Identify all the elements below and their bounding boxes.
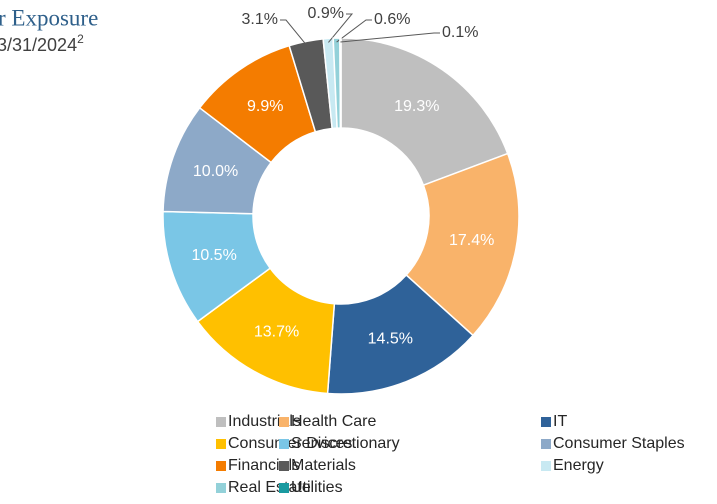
legend-swatch bbox=[279, 417, 289, 427]
legend-swatch bbox=[216, 461, 226, 471]
legend-swatch bbox=[279, 439, 289, 449]
legend-label: Materials bbox=[291, 457, 356, 474]
legend-swatch bbox=[216, 417, 226, 427]
data-label: 0.1% bbox=[442, 24, 478, 41]
legend-swatch bbox=[279, 483, 289, 493]
legend-label: Industrials bbox=[228, 413, 301, 430]
legend-label: Energy bbox=[553, 457, 604, 474]
legend-label: Services bbox=[291, 435, 352, 452]
data-label: 10.5% bbox=[191, 247, 236, 264]
data-label: 3.1% bbox=[242, 11, 278, 28]
leader-line bbox=[340, 32, 440, 43]
donut-slice bbox=[405, 152, 520, 337]
legend-swatch bbox=[279, 461, 289, 471]
legend-swatch bbox=[541, 461, 551, 471]
legend-swatch bbox=[216, 439, 226, 449]
data-label: 13.7% bbox=[254, 324, 299, 341]
data-label: 10.0% bbox=[193, 163, 238, 180]
data-label: 14.5% bbox=[368, 331, 413, 348]
legend-swatch bbox=[541, 417, 551, 427]
leader-line bbox=[336, 19, 372, 43]
data-label: 0.9% bbox=[308, 5, 344, 22]
donut-slice bbox=[339, 37, 342, 129]
data-label: 0.6% bbox=[374, 11, 410, 28]
donut-slice bbox=[340, 37, 509, 187]
legend-label: Consumer Staples bbox=[553, 435, 685, 452]
chart-subtitle: 3/31/20242 bbox=[0, 32, 84, 55]
legend-label: Consumer Discretionary bbox=[228, 435, 400, 452]
legend-label: Utilities bbox=[291, 479, 343, 496]
data-label: 19.3% bbox=[394, 98, 439, 115]
leader-line bbox=[328, 13, 354, 43]
subtitle-text: 3/31/2024 bbox=[0, 35, 77, 55]
data-label: 9.9% bbox=[247, 98, 283, 115]
legend-label: Financials bbox=[228, 457, 300, 474]
legend-label: IT bbox=[553, 413, 567, 430]
chart-title: r Exposure bbox=[0, 5, 98, 30]
data-label: 17.4% bbox=[449, 232, 494, 249]
leader-line bbox=[280, 19, 308, 46]
legend-label: Real Estate bbox=[228, 479, 311, 496]
legend-label: Health Care bbox=[291, 413, 376, 430]
legend-swatch bbox=[216, 483, 226, 493]
legend-swatch bbox=[541, 439, 551, 449]
subtitle-superscript: 2 bbox=[77, 32, 84, 46]
